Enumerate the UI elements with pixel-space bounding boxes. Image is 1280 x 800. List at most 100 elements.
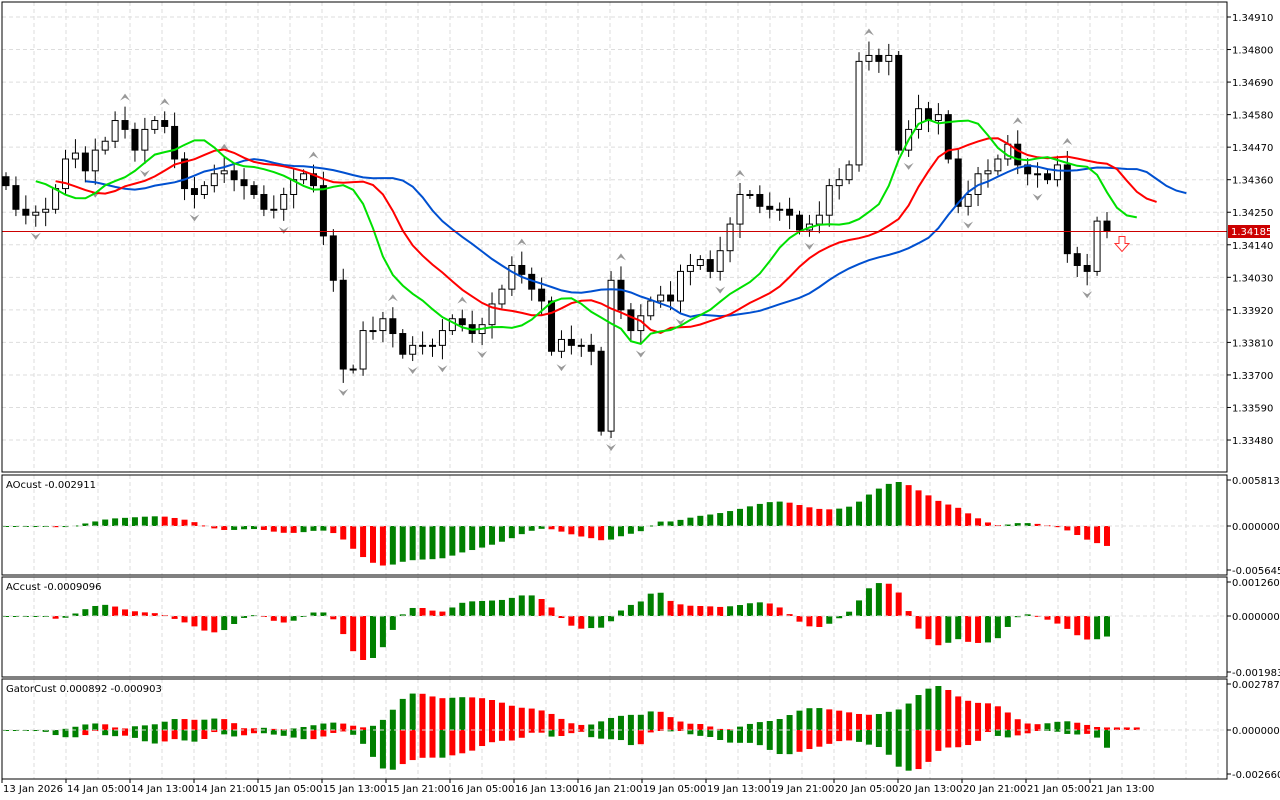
gator-lower-bar — [598, 730, 605, 739]
ac-bar — [885, 583, 892, 616]
candle-bull — [200, 185, 208, 195]
indicator-tick-label: 0.0012602 — [1232, 578, 1280, 589]
gator-lower-bar — [568, 730, 575, 734]
ao-bar — [627, 526, 634, 534]
gator-lower-bar — [270, 730, 277, 735]
gator-upper-bar — [320, 723, 327, 730]
gator-upper-bar — [82, 724, 89, 730]
gator-upper-bar — [360, 727, 367, 730]
ao-bar — [846, 506, 853, 526]
candle-bear — [617, 279, 625, 311]
candle-bear — [1083, 264, 1091, 272]
indicator-tick-label: 0.000000 — [1232, 726, 1280, 737]
time-tick-label: 19 Jan 05:00 — [643, 784, 706, 795]
gator-upper-bar — [846, 712, 853, 730]
candle-bear — [458, 318, 466, 326]
price-tick-label: 1.33590 — [1232, 403, 1273, 414]
ac-bar — [895, 592, 902, 616]
gator-upper-bar — [826, 709, 833, 730]
gator-lower-bar — [469, 730, 476, 751]
indicator-tick-label: 0.002787 — [1232, 680, 1280, 691]
ao-bar — [568, 526, 575, 535]
gator-upper-bar — [270, 728, 277, 730]
gator-lower-bar — [925, 730, 932, 762]
gator-lower-bar — [1014, 730, 1021, 736]
ao-bar — [1054, 526, 1061, 528]
gator-upper-bar — [528, 708, 535, 730]
ao-bar — [836, 508, 843, 526]
gator-upper-bar — [836, 710, 843, 730]
ac-bar — [806, 616, 813, 627]
ao-bar — [479, 526, 486, 548]
indicator-tick-label: -0.0019838 — [1232, 668, 1280, 679]
indicator-tick-label: -0.002660 — [1232, 770, 1280, 781]
ac-bar — [370, 616, 376, 658]
ac-bar — [151, 613, 158, 616]
gator-upper-bar — [151, 724, 158, 730]
ao-bar — [598, 526, 605, 541]
gator-upper-bar — [915, 695, 922, 730]
time-tick-label: 15 Jan 05:00 — [259, 784, 322, 795]
gator-upper-bar — [131, 726, 138, 730]
ac-bar — [707, 606, 714, 616]
gator-lower-bar — [1034, 730, 1041, 731]
ac-bar — [508, 597, 515, 616]
gator-lower-bar — [459, 730, 466, 754]
ao-bar — [399, 526, 406, 562]
gator-lower-bar — [737, 730, 743, 743]
gator-upper-bar — [409, 693, 416, 730]
gator-upper-bar — [905, 703, 912, 730]
gator-upper-bar — [181, 719, 188, 730]
candle-bull — [915, 108, 923, 130]
ao-bar — [766, 502, 773, 526]
time-tick-label: 19 Jan 13:00 — [707, 784, 770, 795]
gator-lower-bar — [826, 730, 833, 744]
ac-bar — [945, 616, 952, 643]
ao-bar — [122, 517, 129, 526]
ac-bar — [379, 616, 386, 648]
gator-lower-bar — [260, 730, 267, 734]
ac-bar — [984, 616, 991, 643]
ac-bar — [955, 616, 962, 640]
gator-lower-bar — [965, 730, 972, 746]
candle-bull — [746, 193, 754, 196]
gator-lower-bar — [429, 730, 436, 758]
ao-bar — [637, 526, 644, 532]
price-tick-label: 1.34360 — [1232, 176, 1273, 187]
candle-bear — [954, 158, 962, 207]
gator-upper-bar — [578, 724, 585, 730]
gator-upper-bar — [508, 705, 515, 730]
candle-bull — [776, 208, 784, 211]
ac-bar — [459, 602, 466, 616]
ac-bar — [915, 616, 922, 629]
candle-bull — [379, 318, 387, 332]
ac-bar — [627, 604, 634, 616]
candle-bear — [518, 264, 526, 275]
ac-bar — [766, 603, 773, 616]
ac-bar — [250, 615, 257, 617]
ac-bar — [469, 601, 476, 616]
fractal-down-icon — [1032, 193, 1043, 201]
candle-bull — [726, 223, 734, 252]
fractal-down-icon — [635, 350, 646, 358]
ac-bar — [1104, 616, 1110, 637]
ao-bar — [707, 514, 714, 526]
ac-bar — [905, 611, 912, 616]
gator-upper-bar — [786, 715, 793, 730]
gator-lower-bar — [984, 730, 991, 732]
ao-bar — [12, 526, 19, 527]
ao-bar — [360, 526, 367, 558]
ao-bar — [955, 507, 962, 526]
candle-bear — [796, 214, 804, 231]
price-pane[interactable] — [2, 28, 1227, 451]
indicator-panes[interactable] — [2, 482, 1227, 771]
time-tick-label: 14 Jan 05:00 — [67, 784, 130, 795]
ao-bar — [221, 526, 228, 530]
price-tick-label: 1.33480 — [1232, 436, 1273, 447]
candle-bull — [498, 288, 506, 305]
candle-bull — [419, 344, 427, 347]
ac-bar — [498, 599, 505, 616]
ac-bar — [1034, 615, 1041, 617]
